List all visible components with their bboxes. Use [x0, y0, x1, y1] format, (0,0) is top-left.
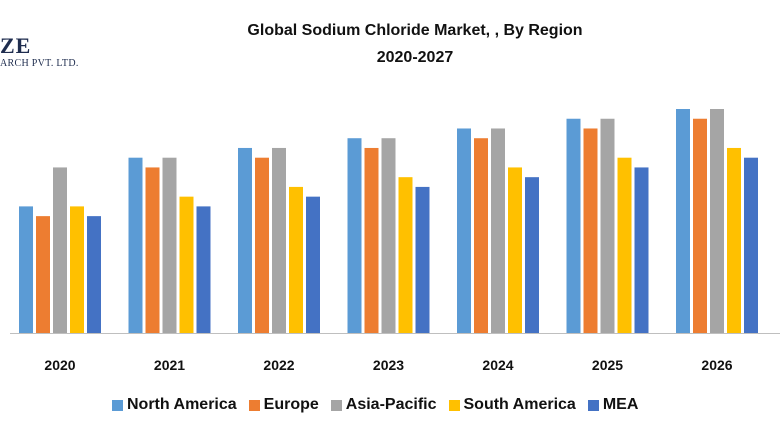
bar-asia-pacific-2023	[381, 138, 396, 333]
x-tick-label: 2025	[592, 357, 623, 373]
x-tick-label: 2026	[701, 357, 732, 373]
bar-mea-2026	[744, 157, 758, 333]
bar-south-america-2026	[727, 147, 741, 333]
chart-subtitle: 2020-2027	[376, 49, 454, 66]
bar-north-america-2024	[457, 128, 471, 333]
bar-south-america-2024	[508, 167, 522, 333]
bar-mea-2020	[87, 216, 101, 333]
logo-text: ZE	[0, 33, 32, 58]
legend-label: North America	[127, 396, 237, 413]
bar-europe-2025	[583, 128, 598, 333]
bar-mea-2021	[196, 206, 211, 333]
bar-europe-2020	[36, 216, 50, 333]
bar-mea-2024	[525, 177, 539, 333]
company-logo: ZE ARCH PVT. LTD.	[0, 33, 79, 70]
bar-north-america-2025	[566, 118, 581, 333]
chart-legend: North America Europe Asia-Pacific South Ame…	[112, 396, 650, 414]
bar-europe-2023	[364, 147, 379, 333]
x-tick-label: 2020	[44, 357, 75, 373]
bar-south-america-2025	[617, 157, 632, 333]
x-tick-label: 2022	[263, 357, 294, 373]
x-tick-label: 2021	[154, 357, 185, 373]
legend-label: MEA	[602, 396, 639, 413]
bar-mea-2025	[634, 167, 649, 333]
bar-europe-2022	[255, 157, 269, 333]
legend-swatch	[112, 399, 123, 411]
bar-north-america-2020	[19, 206, 33, 333]
bar-europe-2021	[145, 167, 160, 333]
legend-swatch	[330, 399, 342, 411]
legend-swatch	[248, 399, 260, 411]
x-tick-label: 2024	[482, 357, 513, 373]
bar-europe-2026	[693, 118, 707, 333]
bar-north-america-2023	[347, 138, 362, 333]
bar-asia-pacific-2026	[710, 109, 724, 333]
bar-asia-pacific-2022	[272, 147, 286, 333]
legend-swatch	[587, 399, 599, 411]
bar-mea-2022	[306, 196, 320, 333]
bar-north-america-2022	[238, 147, 252, 333]
bar-south-america-2021	[179, 196, 194, 333]
x-tick-label: 2023	[373, 357, 404, 373]
bar-europe-2024	[474, 138, 488, 333]
legend-item-mea: MEA	[587, 396, 639, 414]
legend-item-north-america: North America	[112, 396, 237, 414]
bar-mea-2023	[415, 186, 430, 333]
bar-south-america-2023	[398, 177, 413, 333]
bar-north-america-2026	[676, 109, 690, 333]
bar-asia-pacific-2020	[53, 167, 67, 333]
bar-north-america-2021	[128, 157, 143, 333]
legend-label: South America	[463, 396, 576, 413]
legend-label: Asia-Pacific	[345, 396, 437, 413]
bar-south-america-2022	[289, 186, 303, 333]
logo-subtext: ARCH PVT. LTD.	[0, 58, 79, 69]
legend-label: Europe	[263, 396, 319, 413]
bar-south-america-2020	[70, 206, 84, 333]
legend-item-europe: Europe	[248, 396, 319, 414]
chart-title: Global Sodium Chloride Market, , By Regi…	[247, 22, 583, 39]
bar-asia-pacific-2025	[600, 118, 615, 333]
legend-swatch	[448, 399, 460, 411]
bar-asia-pacific-2021	[162, 157, 177, 333]
bar-asia-pacific-2024	[491, 128, 505, 333]
legend-item-asia-pacific: Asia-Pacific	[330, 396, 437, 414]
legend-item-south-america: South America	[448, 396, 576, 414]
